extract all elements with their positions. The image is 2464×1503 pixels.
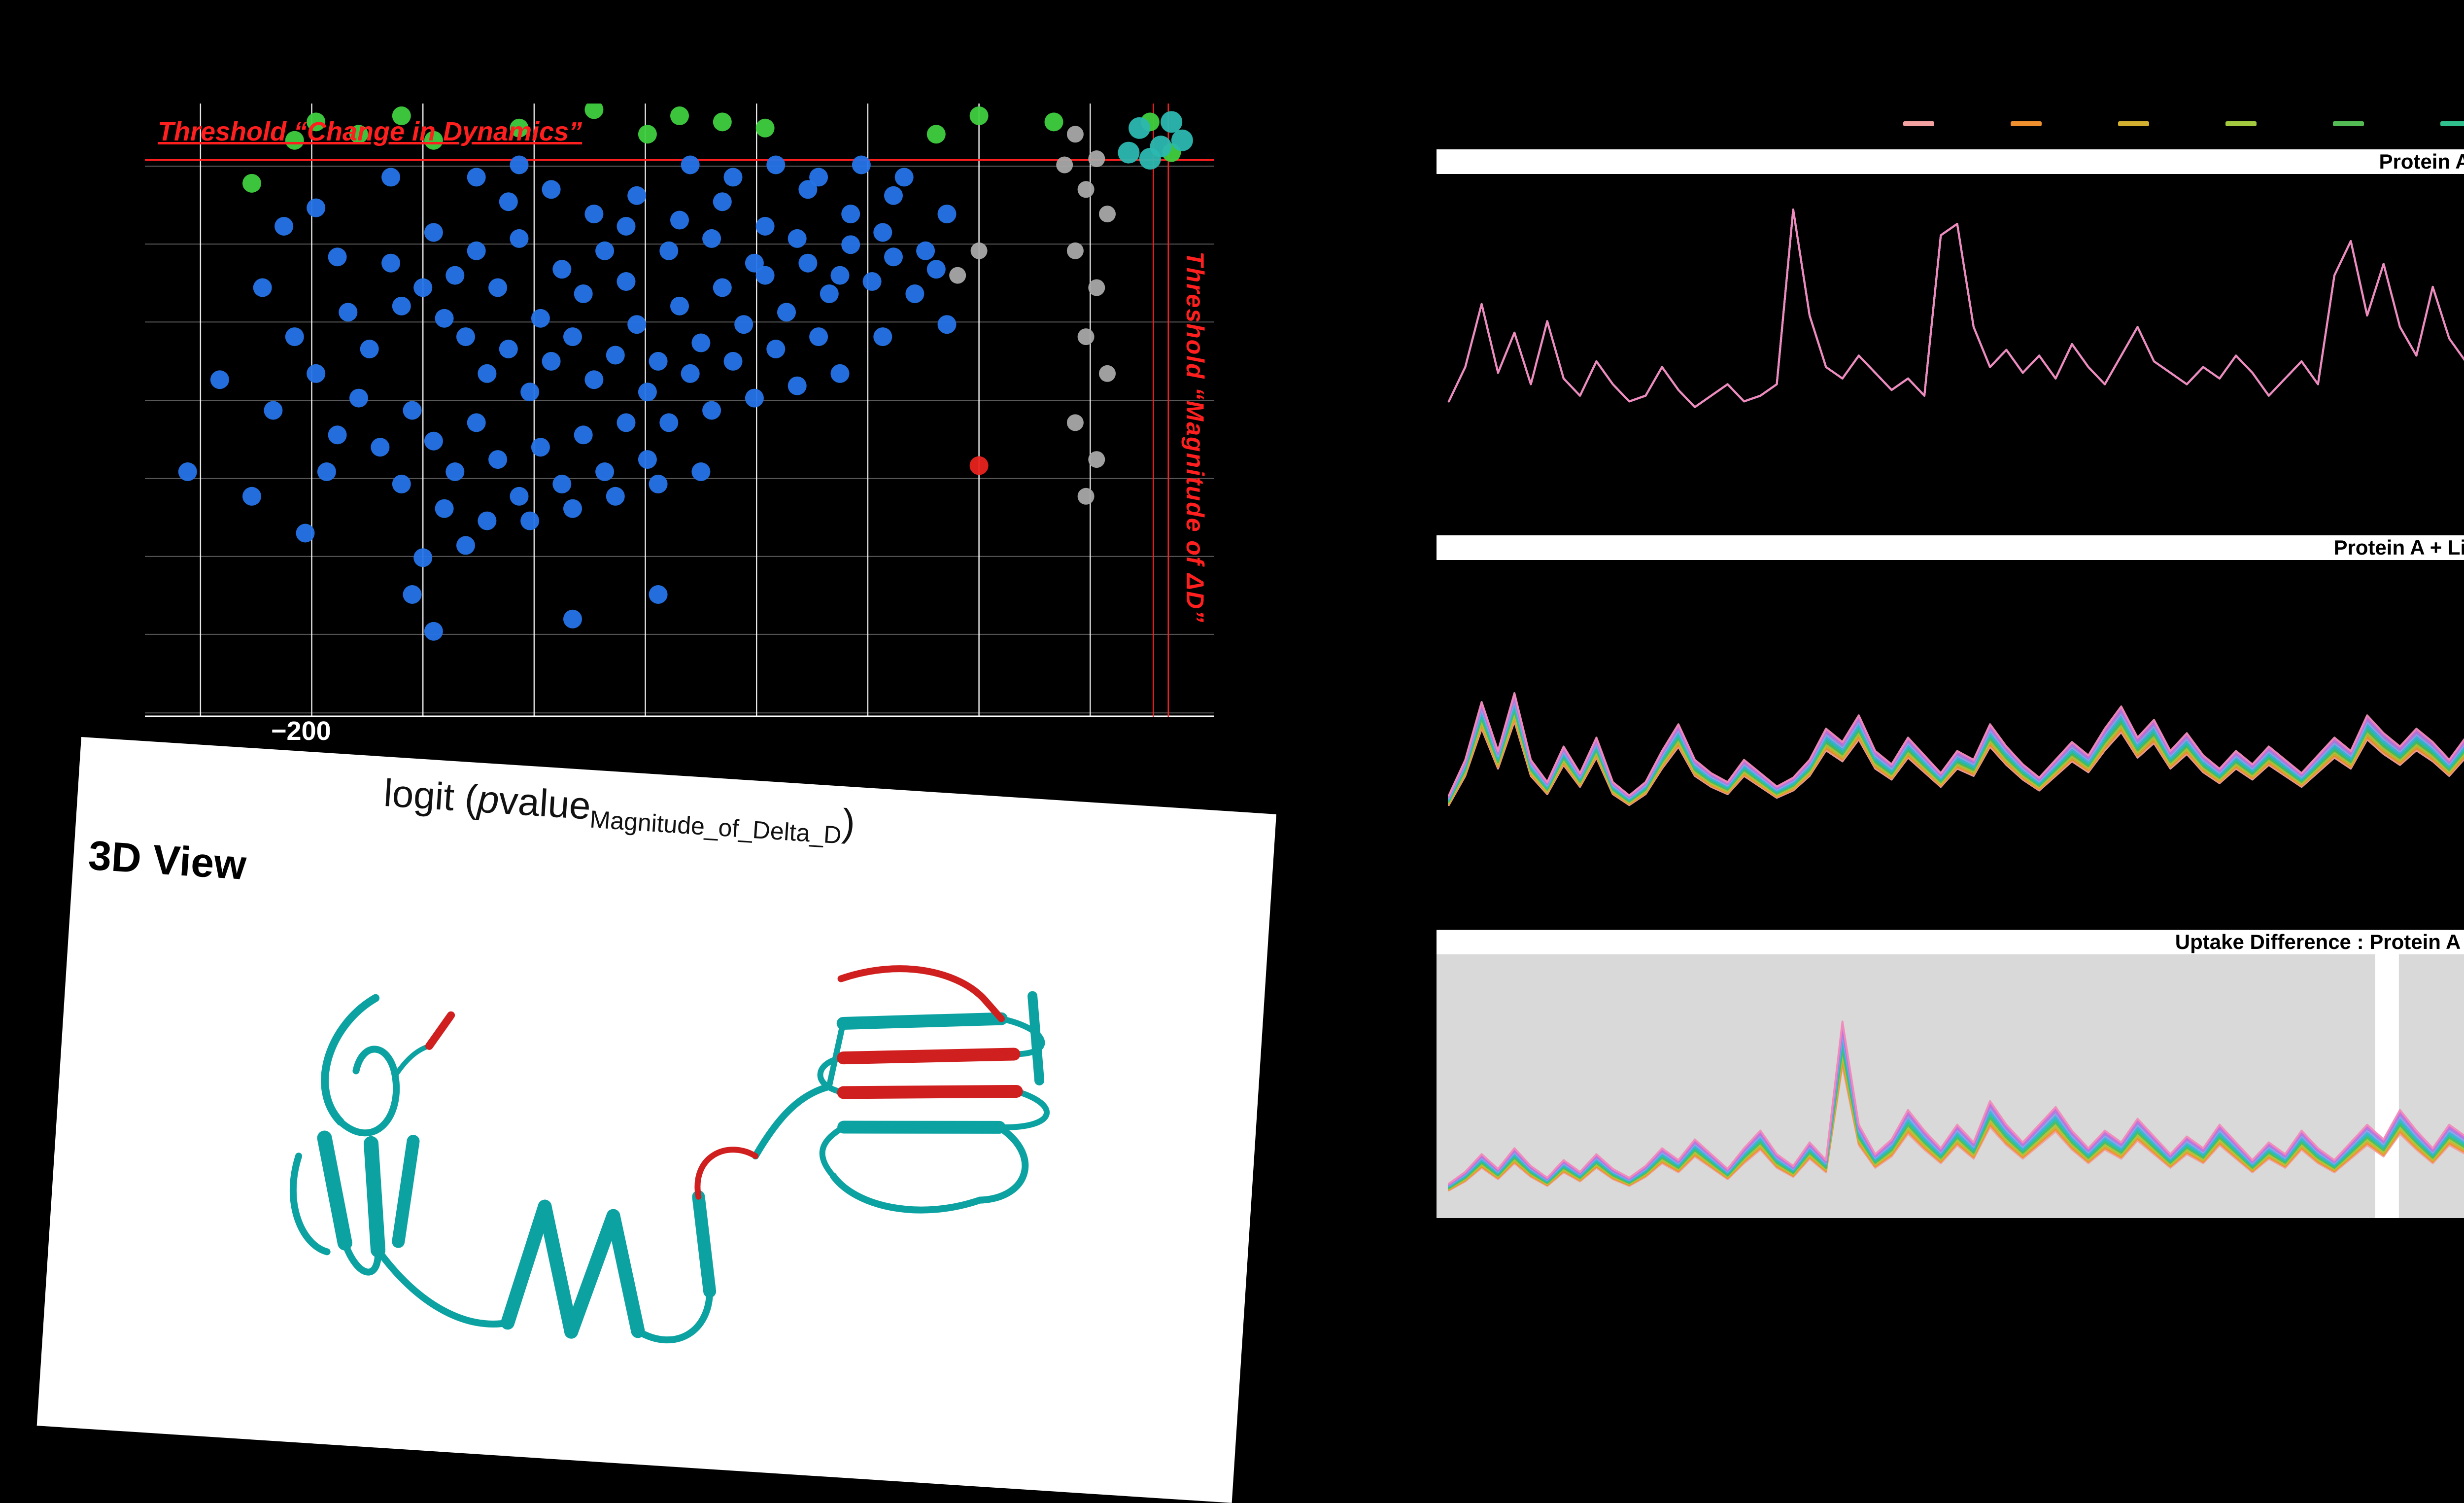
legend-dash[interactable] — [2440, 121, 2464, 126]
chart-title-bar-protein-a-ligand: Protein A + Ligand — [1437, 535, 2464, 560]
3d-view-panel[interactable]: logit (pvalueMagnitude_of_Delta_D) 3D Vi… — [36, 737, 1276, 1503]
app-root: { "view3d": { "title": "3D View" }, "leg… — [36, 104, 2464, 1503]
threshold-change-in-dynamics-label: Threshold “Change in Dynamics” — [158, 117, 582, 146]
legend-dash[interactable] — [1903, 121, 1934, 126]
legend-dash[interactable] — [2011, 121, 2042, 126]
uptake-chart-protein-a-ligand[interactable] — [1437, 560, 2464, 930]
protein-ribbon-teal — [289, 991, 1050, 1344]
threshold-magnitude-label: Threshold “Magnitude of ΔD” — [1181, 251, 1209, 624]
legend-dash[interactable] — [2118, 121, 2149, 126]
timepoint-legend — [1903, 121, 2464, 126]
uptake-difference-chart[interactable] — [1437, 954, 2464, 1218]
x-axis-label-prefix: logit ( — [382, 770, 479, 821]
volcano-x-axis-label: logit (pvalueMagnitude_of_Delta_D) — [382, 770, 856, 850]
protein-structure-3d[interactable] — [188, 870, 1195, 1434]
volcano-plot[interactable]: Threshold “Change in Dynamics” Threshold… — [145, 104, 1214, 746]
legend-dash[interactable] — [2333, 121, 2364, 126]
chart-title-bar-protein-a: Protein A — [1437, 149, 2464, 174]
uptake-chart-protein-a[interactable] — [1437, 174, 2464, 535]
x-axis-label-value: value — [497, 778, 592, 828]
chart-title-protein-a-ligand: Protein A + Ligand — [2333, 536, 2464, 559]
x-axis-label-suffix: ) — [841, 801, 856, 845]
legend-dash[interactable] — [2225, 121, 2257, 126]
chart-title-bar-uptake-difference: Uptake Difference : Protein A - (Protein… — [1437, 930, 2464, 954]
x-axis-label-p: p — [476, 777, 501, 822]
x-axis-label-subscript: Magnitude_of_Delta_D — [589, 805, 843, 849]
protein-ribbon-red — [425, 965, 1023, 1200]
x-axis-tick-label: −200 — [271, 716, 331, 746]
chart-title-uptake-difference: Uptake Difference : Protein A - (Protein… — [2175, 930, 2464, 953]
volcano-scatter-svg[interactable] — [145, 104, 1214, 717]
chart-title-protein-a: Protein A — [2379, 150, 2464, 173]
